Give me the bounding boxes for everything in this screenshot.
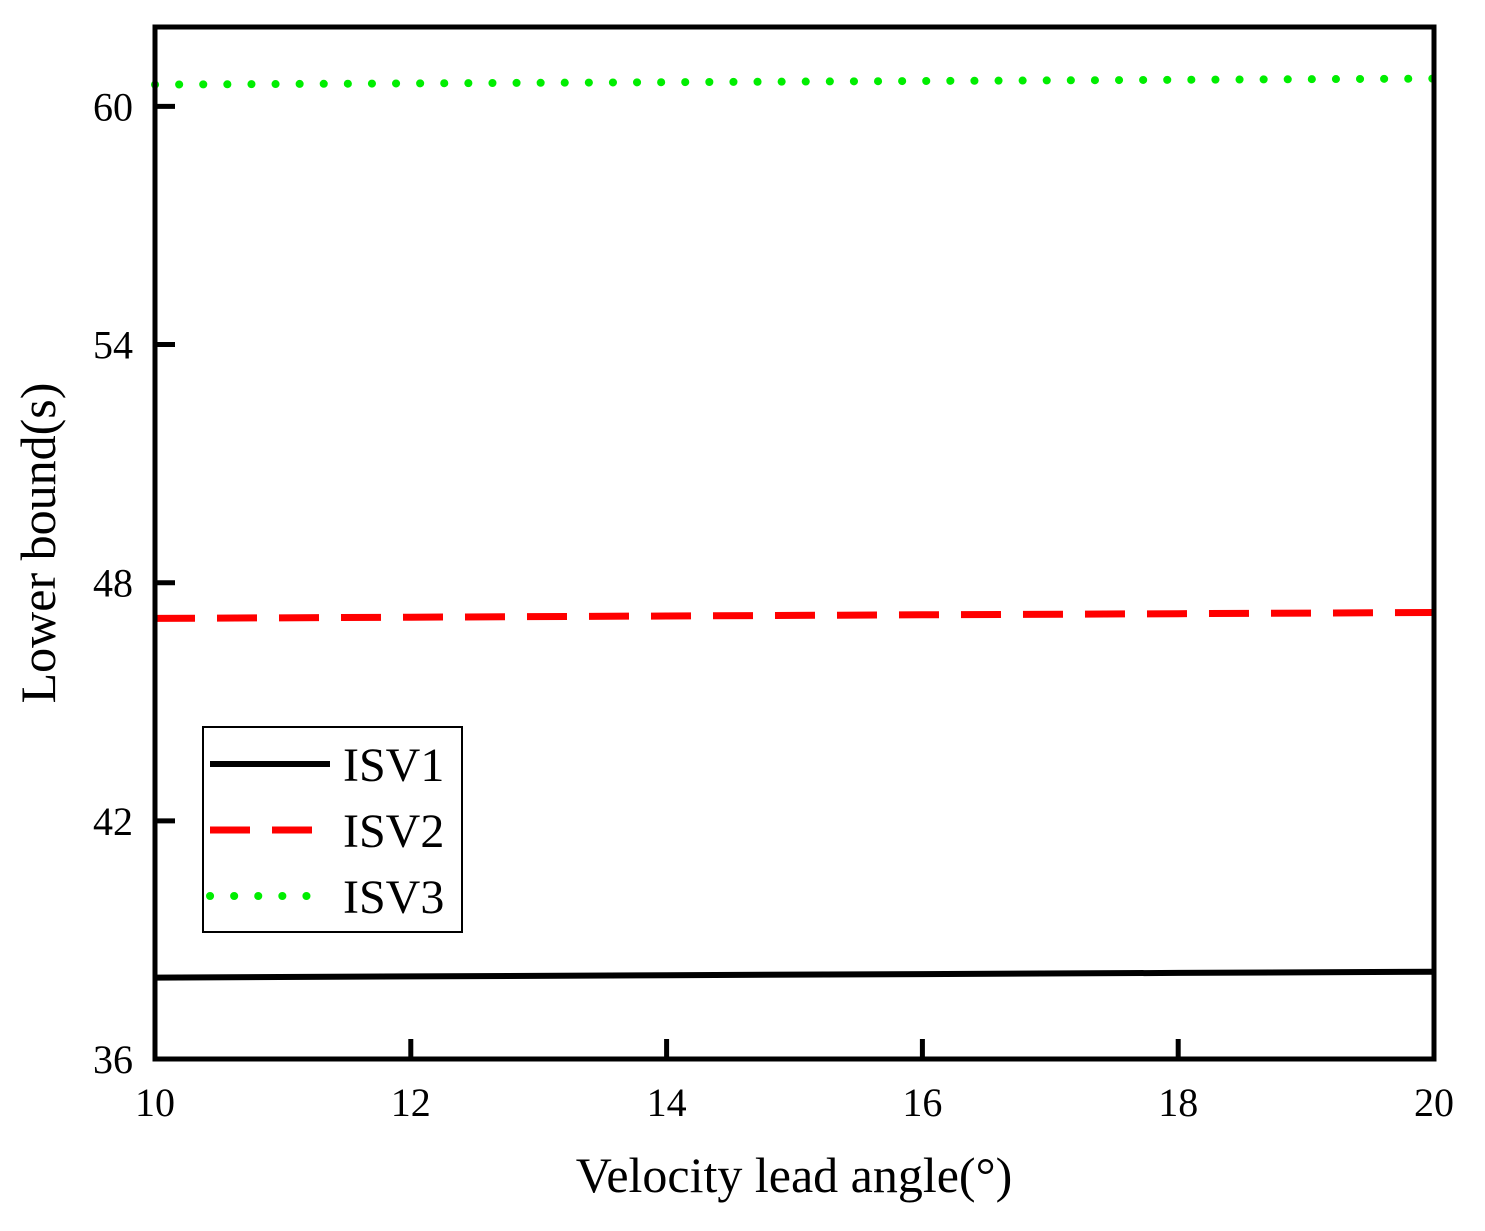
plot-frame: [152, 24, 1437, 1062]
x-tick-label: 14: [647, 1080, 687, 1125]
ticks-layer: 10 12 14 16 18 20 36 42 48 54 60: [93, 84, 1454, 1125]
y-tick-label: 42: [93, 799, 133, 844]
y-tick-label: 54: [93, 323, 133, 368]
y-tick-label: 60: [93, 84, 133, 129]
x-tick-label: 12: [391, 1080, 431, 1125]
y-tick-label: 36: [93, 1037, 133, 1082]
series-line-isv2: [154, 609, 1435, 622]
y-axis-title: Lower bound(s): [10, 383, 66, 704]
y-tick-label: 48: [93, 561, 133, 606]
series-line-isv3: [151, 74, 1438, 89]
legend-label-isv3: ISV3: [343, 871, 444, 924]
x-tick-label: 18: [1158, 1080, 1198, 1125]
series-layer: [151, 74, 1438, 981]
x-tick-label: 10: [135, 1080, 175, 1125]
legend: ISV1 ISV2 ISV3: [202, 726, 463, 933]
x-tick-label: 20: [1414, 1080, 1454, 1125]
x-tick-label: 16: [902, 1080, 942, 1125]
x-axis-title: Velocity lead angle(°): [576, 1147, 1012, 1203]
legend-label-isv1: ISV1: [343, 739, 444, 792]
legend-label-isv2: ISV2: [343, 805, 444, 858]
series-line-isv1: [154, 968, 1435, 981]
